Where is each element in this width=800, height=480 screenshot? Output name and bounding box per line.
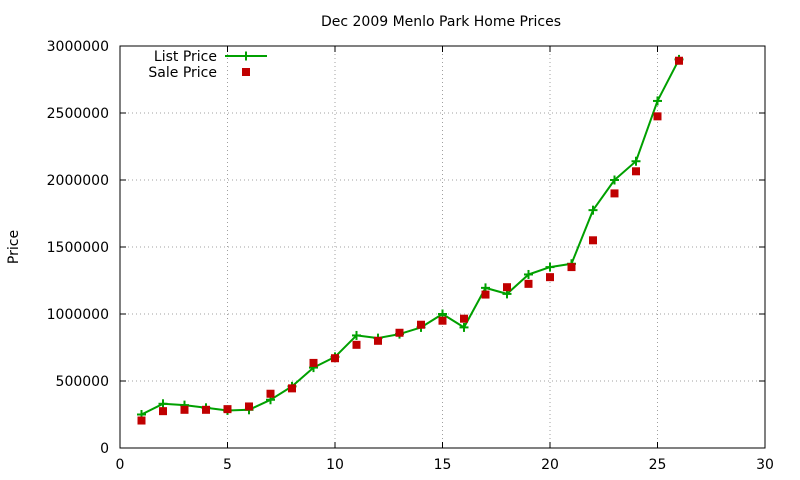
sale-price-point xyxy=(653,112,662,121)
sale-price-point xyxy=(202,405,210,414)
sale-price-point xyxy=(352,340,361,349)
list-price-point xyxy=(158,399,168,409)
sale-price-point xyxy=(266,389,275,398)
y-tick-label: 1000000 xyxy=(47,307,109,323)
x-tick-label: 20 xyxy=(541,457,559,473)
sale-price-point xyxy=(180,405,189,414)
list-price-point xyxy=(352,330,361,340)
y-tick-label: 2500000 xyxy=(47,106,109,122)
sale-price-point xyxy=(546,273,554,282)
sale-price-point xyxy=(567,263,576,272)
sale-price-point xyxy=(417,320,425,329)
y-axis-ticks: 0 500000 1000000 1500000 2000000 2500000 30000… xyxy=(47,39,109,457)
sale-price-point xyxy=(331,354,339,363)
legend-label: Sale Price xyxy=(148,65,217,81)
sale-price-point xyxy=(438,316,447,325)
list-price-point xyxy=(588,205,598,215)
sale-price-point xyxy=(632,167,640,176)
series-1 xyxy=(137,54,684,419)
sale-price-point xyxy=(245,402,253,411)
grid xyxy=(120,46,765,448)
sale-price-point xyxy=(223,405,232,414)
sale-price-point xyxy=(159,407,167,416)
list-price-point xyxy=(524,269,533,279)
x-tick-label: 25 xyxy=(649,457,667,473)
x-tick-label: 15 xyxy=(434,457,452,473)
series-2 xyxy=(137,56,683,425)
legend-label: List Price xyxy=(154,49,217,65)
legend-plus-swatch xyxy=(241,51,251,61)
sale-price-point xyxy=(288,384,296,393)
sale-price-point xyxy=(460,314,468,323)
y-tick-label: 2000000 xyxy=(47,173,109,189)
list-price-point xyxy=(631,156,641,166)
y-axis-label: Price xyxy=(6,230,22,264)
sale-price-point xyxy=(589,236,597,245)
sale-price-point xyxy=(309,358,318,367)
list-price-point xyxy=(459,322,469,332)
x-tick-label: 30 xyxy=(756,457,774,473)
list-price-point xyxy=(545,262,555,272)
y-tick-label: 3000000 xyxy=(47,39,109,55)
list-price-point xyxy=(610,175,619,185)
y-tick-label: 500000 xyxy=(56,374,109,390)
sale-price-point xyxy=(675,56,683,65)
legend-square-swatch xyxy=(242,68,250,76)
x-tick-label: 10 xyxy=(326,457,344,473)
series xyxy=(137,54,684,425)
x-axis-ticks: 0 5 10 15 20 25 30 xyxy=(116,457,774,473)
list-price-point xyxy=(653,96,662,106)
sale-price-point xyxy=(524,279,533,288)
sale-price-point xyxy=(503,283,511,292)
sale-price-point xyxy=(481,290,490,299)
x-tick-label: 0 xyxy=(116,457,125,473)
sale-price-point xyxy=(137,416,146,425)
x-tick-label: 5 xyxy=(223,457,232,473)
list-price-line xyxy=(141,58,680,416)
sale-price-point xyxy=(610,189,619,198)
sale-price-point xyxy=(395,328,404,337)
chart-title: Dec 2009 Menlo Park Home Prices xyxy=(321,14,561,30)
y-tick-label: 1500000 xyxy=(47,240,109,256)
y-tick-label: 0 xyxy=(100,441,109,457)
tick-marks xyxy=(119,45,766,449)
sale-price-point xyxy=(374,336,382,345)
